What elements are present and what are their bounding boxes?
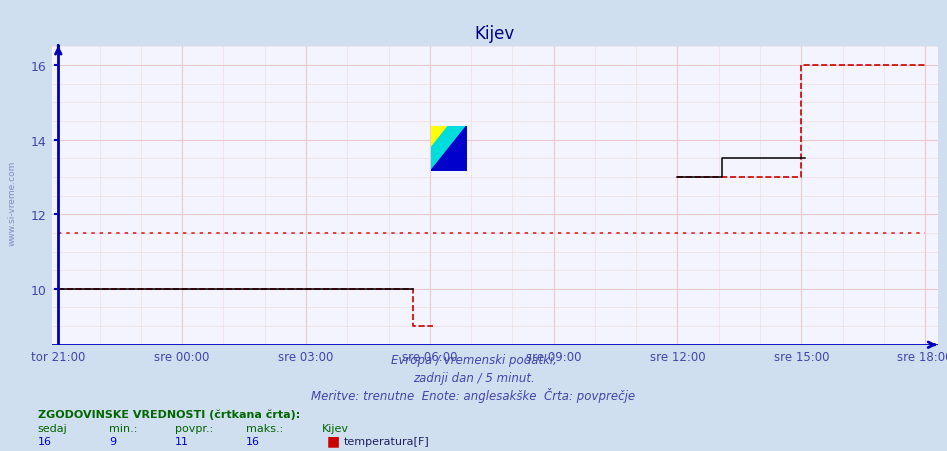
Text: Evropa / vremenski podatki,: Evropa / vremenski podatki,: [390, 353, 557, 366]
Polygon shape: [431, 126, 449, 149]
Polygon shape: [431, 126, 467, 171]
Text: temperatura[F]: temperatura[F]: [344, 436, 430, 446]
Text: zadnji dan / 5 minut.: zadnji dan / 5 minut.: [413, 371, 534, 384]
Title: Kijev: Kijev: [474, 25, 515, 43]
Text: maks.:: maks.:: [246, 423, 283, 433]
Polygon shape: [431, 149, 449, 171]
Text: Kijev: Kijev: [322, 423, 349, 433]
Text: 9: 9: [109, 436, 116, 446]
Text: ■: ■: [327, 433, 340, 447]
Text: Meritve: trenutne  Enote: anglesakške  Črta: povprečje: Meritve: trenutne Enote: anglesakške Črt…: [312, 387, 635, 402]
Text: povpr.:: povpr.:: [175, 423, 213, 433]
Text: www.si-vreme.com: www.si-vreme.com: [8, 161, 17, 245]
Text: 16: 16: [246, 436, 260, 446]
Text: 16: 16: [38, 436, 52, 446]
Polygon shape: [431, 126, 467, 149]
Text: ZGODOVINSKE VREDNOSTI (črtkana črta):: ZGODOVINSKE VREDNOSTI (črtkana črta):: [38, 409, 300, 419]
Text: min.:: min.:: [109, 423, 137, 433]
Text: sedaj: sedaj: [38, 423, 67, 433]
Polygon shape: [431, 126, 456, 149]
Text: 11: 11: [175, 436, 189, 446]
